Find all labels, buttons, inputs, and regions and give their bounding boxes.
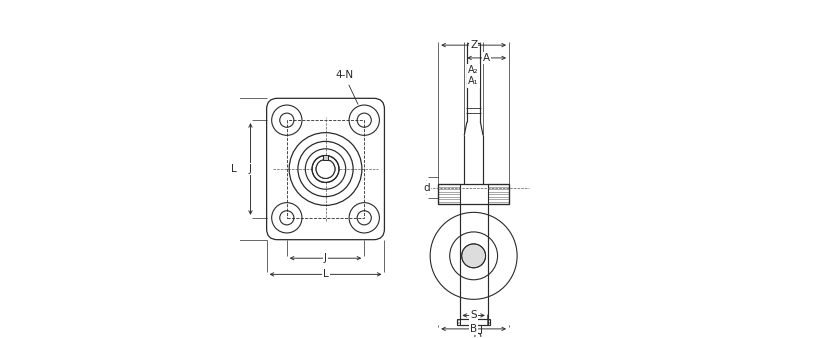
Text: S: S (470, 310, 477, 320)
Bar (286, 120, 364, 218)
Text: 4-N: 4-N (335, 70, 358, 104)
Text: B: B (470, 324, 477, 334)
Text: L: L (322, 269, 328, 280)
Text: J: J (324, 253, 327, 263)
Text: A₁: A₁ (468, 76, 479, 87)
Text: A: A (483, 53, 490, 63)
Circle shape (312, 155, 339, 183)
Text: A₂: A₂ (468, 65, 479, 75)
Bar (438, 184, 459, 204)
Text: J: J (249, 164, 252, 174)
Circle shape (462, 244, 486, 268)
Circle shape (316, 160, 335, 178)
Text: Z: Z (470, 40, 477, 50)
Text: d: d (424, 183, 430, 193)
Bar (323, 155, 328, 160)
Bar (488, 184, 509, 204)
Text: L: L (232, 164, 237, 174)
Bar (323, 155, 328, 160)
